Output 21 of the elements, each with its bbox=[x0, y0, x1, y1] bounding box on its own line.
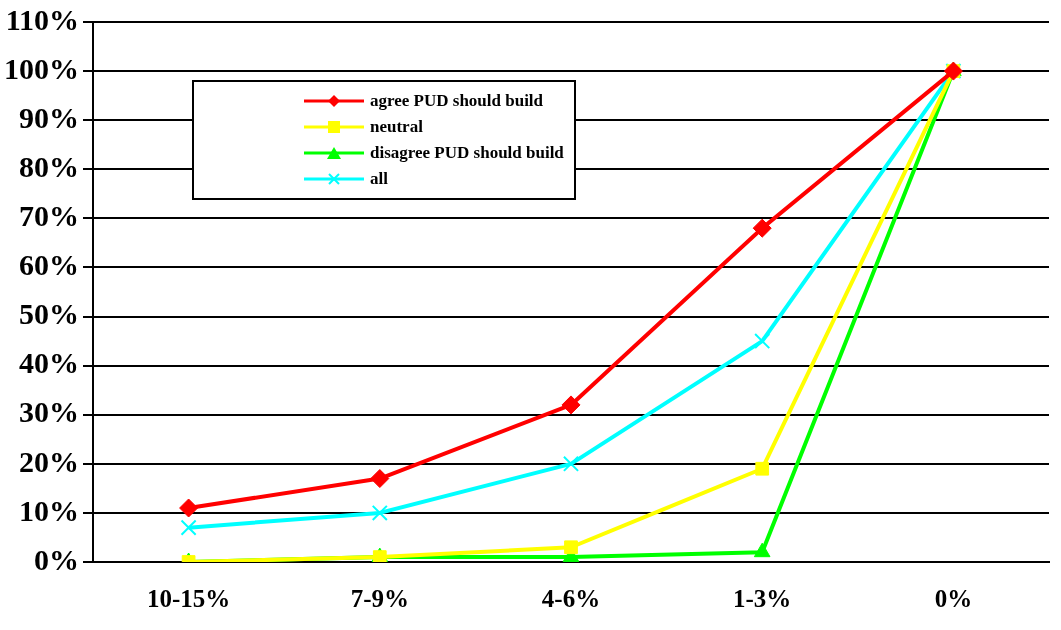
y-tick-label: 70% bbox=[19, 199, 79, 233]
y-tick-label: 40% bbox=[19, 346, 79, 380]
y-tick-label: 80% bbox=[19, 150, 79, 184]
y-tick-label: 100% bbox=[4, 51, 79, 85]
y-tick-label: 30% bbox=[19, 395, 79, 429]
y-tick-label: 0% bbox=[34, 542, 79, 576]
x-tick-label: 4-6% bbox=[541, 585, 601, 613]
y-tick-label: 50% bbox=[19, 297, 79, 331]
y-tick-label: 90% bbox=[19, 100, 79, 134]
y-tick-label: 10% bbox=[19, 493, 79, 527]
legend-label: all bbox=[370, 169, 388, 189]
x-tick-label: 7-9% bbox=[350, 585, 409, 613]
legend-label: agree PUD should build bbox=[370, 91, 544, 111]
x-tick-label: 10-15% bbox=[146, 585, 231, 613]
y-tick-label: 20% bbox=[19, 444, 79, 478]
legend-label: neutral bbox=[370, 117, 423, 137]
legend-label: disagree PUD should build bbox=[370, 143, 564, 163]
x-tick-label: 1-3% bbox=[733, 585, 792, 613]
y-tick-label: 110% bbox=[5, 2, 79, 36]
x-tick-label: 0% bbox=[934, 585, 973, 613]
y-tick-label: 60% bbox=[19, 248, 79, 282]
